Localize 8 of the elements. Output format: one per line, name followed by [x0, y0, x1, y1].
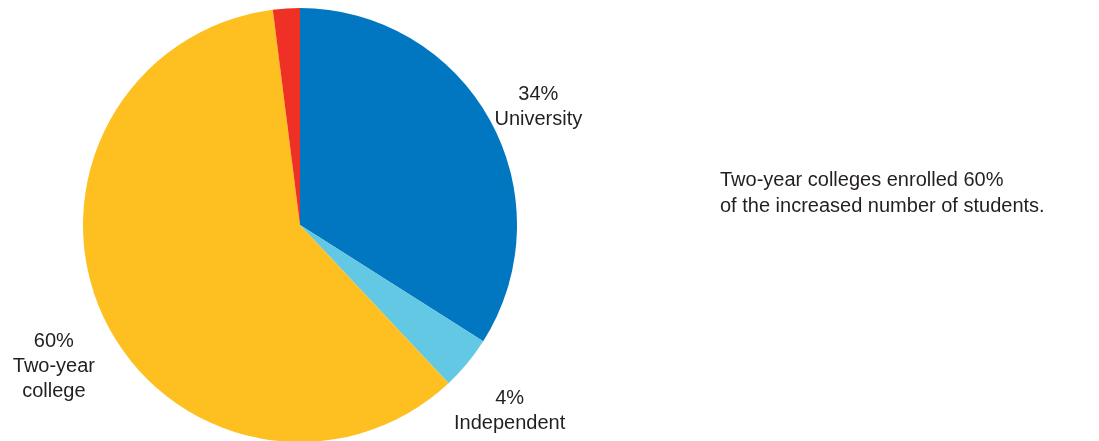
text: Two-year colleges enrolled 60% of the increased number of students.: [720, 168, 1045, 216]
data-label: 4%: [495, 386, 525, 409]
slice-label: University: [494, 106, 583, 129]
pie-slice: [300, 225, 484, 384]
data-label: 60%: [33, 328, 75, 351]
data-label: 34%: [518, 81, 559, 104]
slice-label: Independent: [453, 411, 566, 434]
slice-label: Two-year college: [12, 353, 96, 401]
